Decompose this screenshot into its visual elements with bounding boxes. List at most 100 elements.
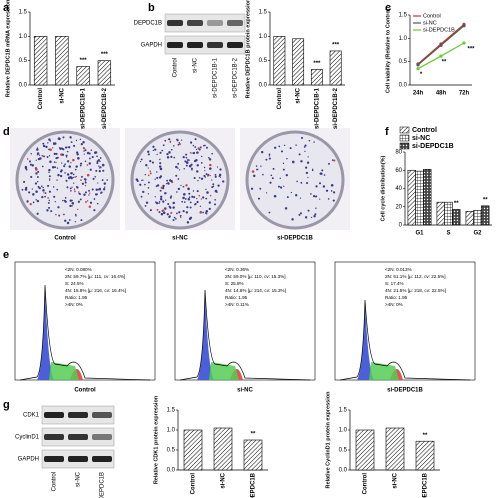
colony [279,177,281,180]
colony [330,184,334,187]
bar [452,209,461,226]
colony [272,167,275,170]
colony [205,197,208,200]
point [462,41,466,45]
flow-outline [179,289,311,381]
colony [48,171,50,174]
y-tick-label: 60 [395,168,402,174]
colony [204,170,206,172]
colony [86,151,90,155]
blot-lane-label: si-DEPDC1B [100,472,106,498]
colony [158,211,161,214]
colony [47,142,49,144]
colony [79,164,82,167]
colony [71,172,73,174]
colony [154,196,156,198]
colony [187,198,191,201]
colony [166,213,169,216]
colony [51,165,55,169]
colony [36,199,40,203]
colony [55,161,57,163]
significance: ** [483,197,488,203]
colony [209,174,211,177]
colony [45,145,48,149]
panel-letter: d [3,126,10,138]
colony [70,190,72,192]
colony [200,161,203,164]
colony [315,185,318,188]
flow-stat: S: 17.4% [385,281,404,286]
colony [191,195,194,198]
colony [47,184,50,187]
colony [182,209,185,213]
panel-letter: e [3,249,9,261]
x-tick-label: Control [38,88,44,110]
colony [159,162,162,165]
colony [205,146,208,149]
colony [99,160,101,163]
colony [206,213,208,215]
significance: *** [332,43,340,49]
colony [185,161,189,164]
flow-stat: Ratio: 1.95 [65,295,88,300]
colony [152,149,154,152]
g1-peak [357,300,374,380]
colony [36,176,39,178]
colony [331,159,334,161]
s-phase [369,362,399,380]
panel-letter: f [385,126,389,138]
blot-band [227,42,243,48]
colony [162,144,165,147]
colony [93,198,96,200]
colony [159,151,162,154]
colony [212,183,215,186]
colony [170,195,173,198]
flow-stat: 4N: 14.6% [µ: 214, cv: 15.3%] [225,288,286,293]
colony [68,165,72,168]
y-tick-label: 1.0 [259,34,268,40]
colony [268,157,271,160]
blot-band [68,412,88,418]
colony [142,190,145,194]
colony [49,191,51,193]
colony [25,168,28,171]
colony [189,206,192,209]
blot-lane-label: Control [52,472,58,491]
colony [188,196,191,198]
point [462,24,466,28]
blot-band [167,42,183,48]
colony [35,172,38,175]
x-tick-label: 48h [436,91,447,97]
colony [176,191,178,193]
colony [166,179,169,182]
colony [188,159,190,161]
colony [188,192,191,195]
colony [96,161,99,165]
colony [161,149,164,152]
colony [286,196,289,199]
colony [218,175,220,178]
colony [176,138,178,141]
colony [64,197,67,199]
colony [61,153,65,156]
bar [444,201,453,226]
colony [217,184,220,187]
colony [80,219,83,222]
colony [43,155,45,158]
colony [59,147,62,150]
colony [184,160,187,163]
y-axis-label: Cell cycle distribution(%) [380,155,386,221]
colony [169,180,171,182]
colony [178,169,181,171]
flow-outline [19,284,151,381]
colony [48,175,51,178]
flow-stat: >4N: 0.11% [225,302,249,307]
colony [46,209,49,212]
colony [268,153,271,156]
colony [162,200,165,203]
colony [69,204,72,208]
colony [156,184,160,187]
bar [55,36,69,86]
bar [415,440,435,471]
colony [74,213,77,216]
